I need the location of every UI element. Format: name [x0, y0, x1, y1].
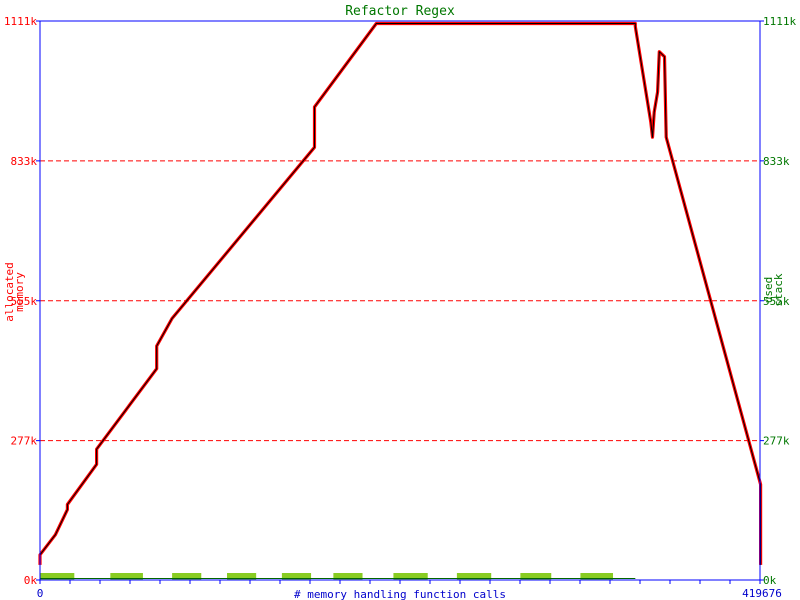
allocated-memory-line	[38, 21, 763, 565]
y-tick-label-right: 277k	[763, 435, 790, 448]
stack-bar-segment	[333, 573, 363, 580]
y-tick-label-left: 555k	[11, 295, 38, 308]
y-tick-label-left: 0k	[24, 574, 38, 587]
axes	[36, 20, 764, 584]
tick-labels: 0k 0k 277k 277k 555k 555k 833k 833k 1111k 1111k 0 4…	[4, 15, 797, 600]
y-tick-label-left: 1111k	[4, 15, 37, 28]
y-tick-label-right: 555k	[763, 295, 790, 308]
stack-bar-segment	[580, 573, 614, 580]
left-axis-label-line2: memory	[13, 272, 26, 312]
allocated-memory-outline	[39, 23, 762, 565]
left-axis-label-line1: allocated	[3, 262, 16, 322]
grid-lines	[40, 160, 760, 442]
stack-bar-segment	[172, 573, 202, 580]
right-axis-label-line1: used	[762, 277, 775, 304]
stack-bar-segment	[456, 573, 492, 580]
y-tick-label-left: 277k	[11, 435, 38, 448]
x-tick-label-end: 419676	[742, 587, 782, 600]
stack-bar-segment	[227, 573, 257, 580]
chart-title: Refactor Regex	[345, 4, 455, 19]
stack-series	[40, 573, 636, 580]
y-tick-label-right: 1111k	[763, 15, 796, 28]
stack-bar-segment	[520, 573, 552, 580]
right-axis-label-line2: stack	[772, 273, 785, 306]
stack-bar-segment	[40, 573, 75, 580]
x-axis-label: # memory handling function calls	[294, 588, 506, 600]
stack-bar-segment	[281, 573, 312, 580]
allocated-series	[38, 21, 763, 565]
y-tick-label-right: 0k	[763, 574, 777, 587]
y-tick-label-left: 833k	[11, 155, 38, 168]
y-tick-label-right: 833k	[763, 155, 790, 168]
stack-bar-segment	[393, 573, 428, 580]
stack-bar-segment	[110, 573, 143, 580]
x-tick-label-start: 0	[37, 587, 44, 600]
